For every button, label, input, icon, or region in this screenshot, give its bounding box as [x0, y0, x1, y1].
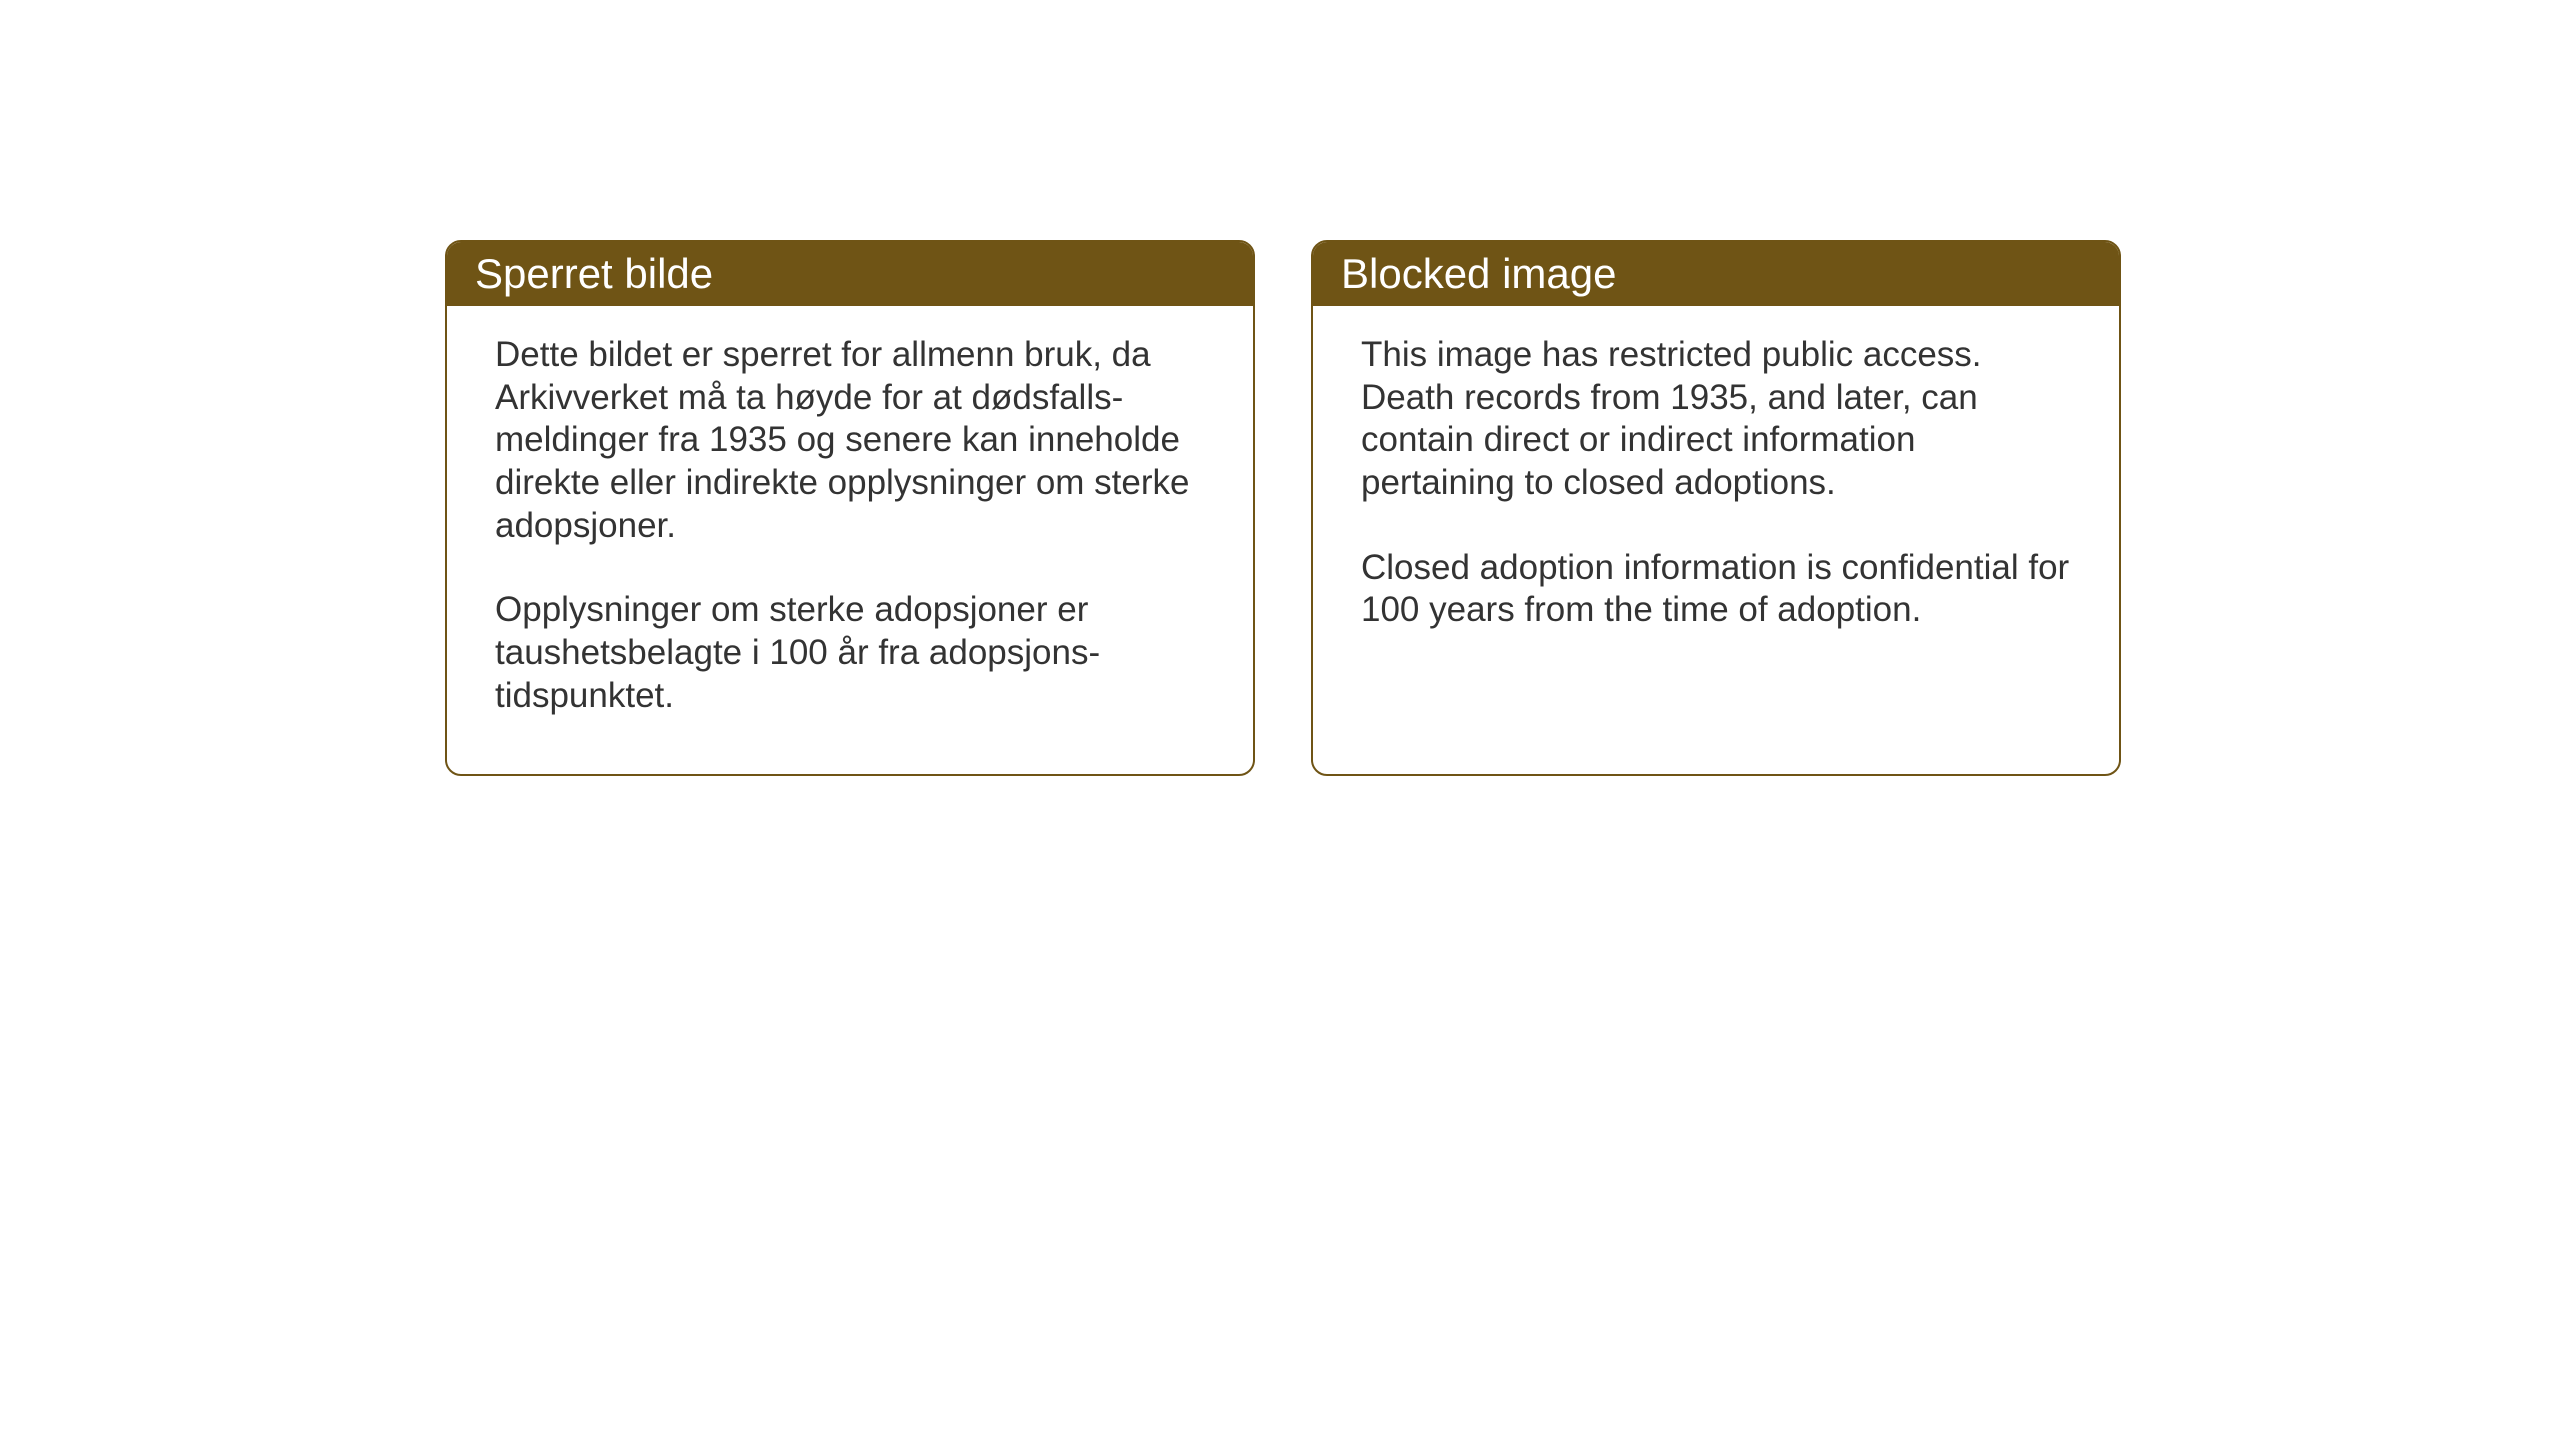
card-paragraph-1-english: This image has restricted public access.… [1361, 334, 2071, 505]
card-paragraph-1-norwegian: Dette bildet er sperret for allmenn bruk… [495, 334, 1205, 547]
card-title-english: Blocked image [1341, 250, 1616, 297]
card-english: Blocked image This image has restricted … [1311, 240, 2121, 776]
card-body-norwegian: Dette bildet er sperret for allmenn bruk… [447, 306, 1253, 774]
card-paragraph-2-english: Closed adoption information is confident… [1361, 547, 2071, 632]
card-norwegian: Sperret bilde Dette bildet er sperret fo… [445, 240, 1255, 776]
card-title-norwegian: Sperret bilde [475, 250, 713, 297]
card-body-english: This image has restricted public access.… [1313, 306, 2119, 688]
card-paragraph-2-norwegian: Opplysninger om sterke adopsjoner er tau… [495, 589, 1205, 717]
card-header-english: Blocked image [1313, 242, 2119, 306]
cards-container: Sperret bilde Dette bildet er sperret fo… [445, 240, 2121, 776]
card-header-norwegian: Sperret bilde [447, 242, 1253, 306]
